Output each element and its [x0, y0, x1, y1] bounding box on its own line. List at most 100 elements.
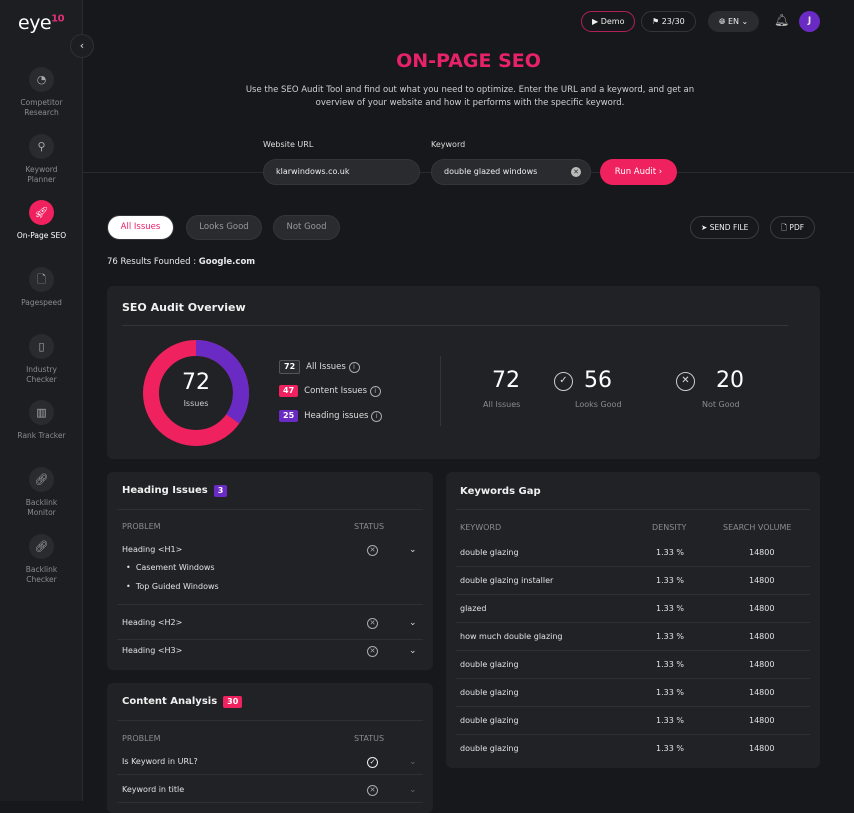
run-audit-button[interactable]: Run Audit ›: [600, 159, 677, 185]
keyword-value: double glazed windows: [444, 167, 538, 176]
divider: [456, 566, 810, 567]
tab-not-good[interactable]: Not Good: [273, 215, 340, 240]
sub-item: • Top Guided Windows: [126, 582, 219, 591]
divider: [117, 604, 423, 605]
language-select[interactable]: 🌐︎ EN ⌄: [708, 11, 760, 32]
sidebar-item-6[interactable]: 🔗︎ Backlink Monitor: [0, 467, 83, 518]
divider: [117, 774, 423, 775]
keyword-label: Keyword: [431, 140, 466, 149]
info-icon[interactable]: i: [348, 362, 360, 373]
sidebar-item-5[interactable]: ▥ Rank Tracker: [0, 400, 83, 441]
col-keyword: KEYWORD: [460, 523, 502, 532]
card-title: SEO Audit Overview: [122, 301, 246, 314]
tab-all-issues[interactable]: All Issues: [107, 215, 174, 240]
legend-item: 47 Content Issues i: [279, 385, 381, 397]
sidebar-item-label: Competitor Research: [20, 98, 63, 117]
density: 1.33 %: [656, 632, 684, 641]
legend-label: Heading issues: [304, 411, 369, 421]
url-input[interactable]: klarwindows.co.uk: [263, 159, 420, 185]
legend-item: 72 All Issues i: [279, 360, 360, 374]
sidebar-item-4[interactable]: ▯ Industry Checker: [0, 334, 83, 385]
sidebar-item-3[interactable]: 🗋︎ Pagespeed: [0, 267, 83, 308]
pdf-label: PDF: [789, 223, 805, 232]
link-icon: 🔗︎: [29, 467, 54, 492]
send-file-button[interactable]: ➤ SEND FILE: [690, 216, 760, 239]
credits-button[interactable]: ⚑ 23/30: [641, 11, 696, 32]
problem-label: Heading <H1>: [122, 545, 183, 554]
divider: [456, 734, 810, 735]
chevron-down-icon[interactable]: ⌄: [409, 757, 417, 767]
chevron-down-icon[interactable]: ⌄: [409, 785, 417, 795]
collapse-sidebar-button[interactable]: ‹: [70, 34, 94, 58]
divider: [456, 594, 810, 595]
url-label: Website URL: [263, 140, 314, 149]
logo[interactable]: eye10: [18, 12, 65, 34]
seo-audit-overview-card: SEO Audit Overview 72 Issues 72 All Issue…: [107, 286, 820, 459]
sidebar-item-label: Backlink Checker: [25, 565, 58, 584]
keyword: double glazing installer: [460, 576, 554, 585]
sidebar-item-1[interactable]: ⚲ Keyword Planner: [0, 134, 83, 185]
pie-chart-icon: ◔: [29, 67, 54, 92]
x-circle-icon: ✕: [367, 785, 378, 796]
heading-row[interactable]: Heading <H1> ✕ ⌄: [107, 545, 433, 559]
sidebar-item-2[interactable]: 🚀︎ On-Page SEO: [0, 200, 83, 241]
info-icon[interactable]: i: [371, 411, 383, 422]
tab-looks-good[interactable]: Looks Good: [186, 215, 262, 240]
card-title: Content Analysis: [122, 696, 218, 707]
credits-label: 23/30: [661, 17, 685, 26]
sidebar-item-0[interactable]: ◔ Competitor Research: [0, 67, 83, 118]
demo-button[interactable]: ▶ Demo: [581, 11, 636, 32]
chevron-down-icon[interactable]: ⌄: [409, 618, 417, 628]
keyword: how much double glazing: [460, 632, 563, 641]
flag-icon: ⚑: [652, 17, 660, 26]
tablet-icon: ▯: [29, 334, 54, 359]
density: 1.33 %: [656, 744, 684, 753]
issues-donut-chart: [143, 340, 249, 446]
search-volume: 14800: [749, 744, 775, 753]
logo-text: eye: [18, 12, 52, 34]
chevron-down-icon[interactable]: ⌄: [409, 646, 417, 656]
check-circle-icon: ✓: [367, 757, 378, 768]
rocket-icon: 🚀︎: [29, 200, 54, 225]
card-title: Keywords Gap: [460, 486, 541, 497]
content-analysis-card: Content Analysis 30 PROBLEM STATUS Is Key…: [107, 683, 433, 813]
divider: [117, 639, 423, 640]
legend-count: 72: [279, 360, 301, 374]
search-volume: 14800: [749, 576, 775, 585]
donut-total: 72: [182, 370, 210, 395]
sidebar: eye10 ◔ Competitor Research ⚲ Keyword Plann…: [0, 0, 83, 801]
divider: [117, 509, 423, 510]
keyword: double glazing: [460, 716, 519, 725]
page-title: ON-PAGE SEO: [396, 50, 541, 72]
search-volume: 14800: [749, 716, 775, 725]
pdf-button[interactable]: 🗋︎ PDF: [770, 216, 816, 239]
problem-label: Heading <H2>: [122, 618, 183, 627]
results-engine: Google.com: [198, 257, 256, 267]
x-circle-icon: ✕: [367, 618, 378, 629]
heading-row[interactable]: Heading <H2> ✕ ⌄: [107, 618, 433, 632]
keyword-input[interactable]: double glazed windows ✕: [431, 159, 591, 185]
bell-icon[interactable]: 🔔︎: [774, 13, 790, 27]
search-volume: 14800: [749, 548, 775, 557]
link-icon: 🔗︎: [29, 534, 54, 559]
heading-row[interactable]: Heading <H3> ✕ ⌄: [107, 646, 433, 660]
search-volume: 14800: [749, 632, 775, 641]
globe-icon: 🌐︎: [719, 17, 726, 26]
stat-value: 72: [492, 368, 520, 393]
sidebar-item-7[interactable]: 🔗︎ Backlink Checker: [0, 534, 83, 585]
sidebar-item-label: Backlink Monitor: [25, 498, 58, 517]
demo-label: Demo: [600, 17, 625, 26]
divider: [440, 356, 441, 426]
results-prefix: 76 Results Founded :: [107, 257, 199, 267]
chevron-down-icon: ⌄: [741, 17, 749, 26]
sidebar-item-label: Keyword Planner: [25, 165, 58, 184]
avatar[interactable]: J: [799, 11, 820, 32]
stat-label: Not Good: [702, 400, 740, 409]
search-volume: 14800: [749, 604, 775, 613]
donut-label: Issues: [183, 399, 209, 408]
chevron-down-icon[interactable]: ⌄: [409, 545, 417, 555]
count-badge: 30: [223, 696, 243, 708]
keyword: double glazing: [460, 660, 519, 669]
clear-icon[interactable]: ✕: [571, 167, 581, 177]
info-icon[interactable]: i: [369, 386, 381, 397]
